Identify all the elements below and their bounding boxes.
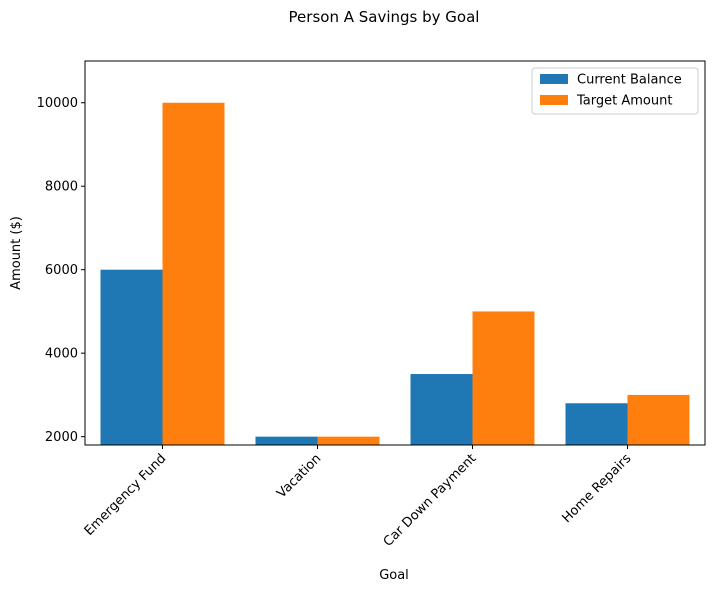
y-tick-label: 6000 [45, 263, 78, 278]
plot-frame [84, 60, 706, 446]
legend: Current Balance Target Amount [531, 67, 699, 115]
legend-label: Target Amount [576, 94, 672, 109]
x-tick-label: Car Down Payment [381, 451, 480, 550]
bar-current-balance-1 [255, 436, 318, 445]
y-tick-label: 10000 [37, 96, 78, 111]
plot-area [100, 102, 690, 446]
legend-swatch [540, 95, 568, 105]
legend-swatch [540, 74, 568, 84]
bar-current-balance-2 [410, 374, 473, 445]
y-tick-label: 8000 [45, 180, 78, 195]
y-axis-label: Amount ($) [9, 216, 24, 290]
x-tick-label: Emergency Fund [82, 451, 170, 539]
y-tick-label: 4000 [45, 347, 78, 362]
bar-current-balance-0 [100, 269, 163, 445]
legend-box [531, 67, 699, 115]
bar-target-amount-1 [317, 436, 380, 445]
chart-title: Person A Savings by Goal [289, 8, 480, 26]
x-tick-label: Home Repairs [559, 451, 634, 526]
x-axis-label: Goal [379, 568, 409, 583]
bar-target-amount-0 [162, 102, 225, 446]
legend-label: Current Balance [577, 73, 682, 88]
bar-target-amount-3 [627, 394, 690, 445]
bar-target-amount-2 [472, 311, 535, 445]
x-tick-label: Vacation [274, 451, 324, 501]
bar-current-balance-3 [565, 403, 628, 445]
y-tick-label: 2000 [45, 430, 78, 445]
